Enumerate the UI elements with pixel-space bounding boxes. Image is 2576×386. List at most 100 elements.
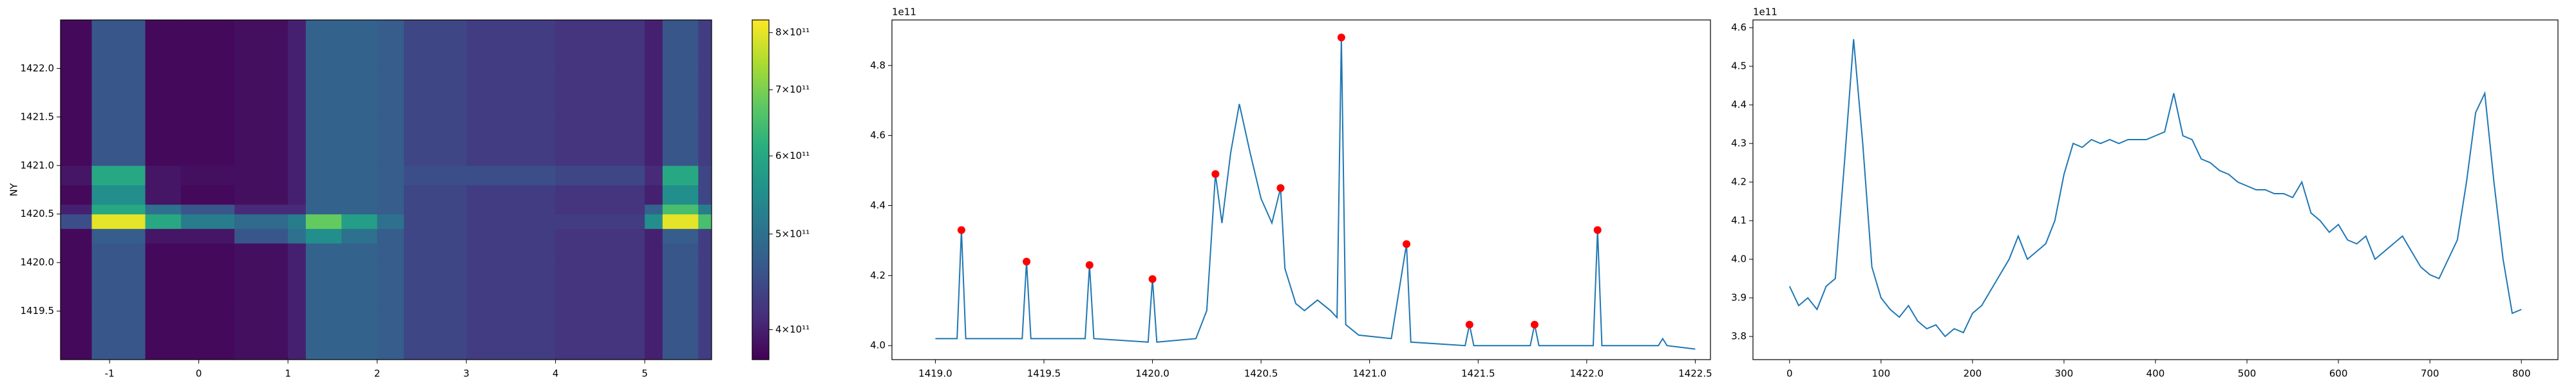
heatmap-cell xyxy=(341,243,378,263)
x-tick-label: 0 xyxy=(1786,368,1793,380)
heatmap-cell xyxy=(61,311,92,360)
colorbar-tick-label: 8×10¹¹ xyxy=(775,26,810,38)
heatmap-cell xyxy=(234,116,289,166)
x-tick-label: 1422.0 xyxy=(1570,368,1604,380)
heatmap-cell xyxy=(91,185,146,205)
x-tick-label: 600 xyxy=(2329,368,2348,380)
heatmap-cell xyxy=(698,165,712,185)
heatmap-cell xyxy=(305,243,342,263)
heatmap-cell xyxy=(404,243,467,263)
x-tick-label: 800 xyxy=(2512,368,2531,380)
heatmap-cell xyxy=(305,311,342,360)
heatmap-cell xyxy=(377,228,404,244)
y-tick-label: 4.4 xyxy=(870,199,886,211)
heatmap-cell xyxy=(341,214,378,229)
peak-marker xyxy=(957,226,965,234)
heatmap-cell xyxy=(466,243,556,263)
heatmap-cell xyxy=(91,204,146,215)
heatmap-cell xyxy=(145,228,182,244)
x-tick-label: 1420.0 xyxy=(1135,368,1170,380)
heatmap-cell xyxy=(61,165,92,185)
heatmap-cell xyxy=(288,68,307,118)
heatmap-cell xyxy=(341,311,378,360)
heatmap-cell xyxy=(555,20,645,69)
heatmap-cell xyxy=(180,311,235,360)
y-tick-label: 4.5 xyxy=(1731,60,1747,72)
heatmap-cell xyxy=(305,165,342,185)
heatmap-cell xyxy=(145,243,182,263)
heatmap-cell xyxy=(145,214,182,229)
heatmap-cell xyxy=(698,243,712,263)
heatmap-cell xyxy=(698,68,712,118)
heatmap-cell xyxy=(466,116,556,166)
axes-frame xyxy=(60,19,712,360)
heatmap-cell xyxy=(645,243,663,263)
y-tick-label: 4.3 xyxy=(1731,138,1747,149)
heatmap-cell xyxy=(288,262,307,312)
x-tick-label: 3 xyxy=(463,368,469,380)
heatmap-cell xyxy=(466,20,556,69)
heatmap-cell xyxy=(61,214,92,229)
heatmap-cell xyxy=(698,20,712,69)
x-tick-label: 700 xyxy=(2421,368,2439,380)
heatmap-cell xyxy=(91,228,146,244)
heatmap-cell xyxy=(645,228,663,244)
x-tick-label: 300 xyxy=(2055,368,2074,380)
heatmap-cell xyxy=(466,311,556,360)
heatmap-cell xyxy=(341,262,378,312)
heatmap-cell xyxy=(288,185,307,205)
y-axis-label: NY xyxy=(8,183,20,196)
y-tick-label: 4.2 xyxy=(870,270,886,281)
heatmap-cell xyxy=(234,165,289,185)
heatmap-cell xyxy=(466,68,556,118)
heatmap-cell xyxy=(555,214,645,229)
x-tick-label: 1421.5 xyxy=(1461,368,1495,380)
heatmap-cell xyxy=(377,214,404,229)
colorbar xyxy=(752,20,769,360)
peak-marker xyxy=(1276,184,1285,192)
heatmap-cell xyxy=(466,165,556,185)
y-tick-label: 1422.0 xyxy=(21,62,55,74)
heatmap-cell xyxy=(180,185,235,205)
heatmap-cell xyxy=(91,243,146,263)
colorbar-tick-label: 6×10¹¹ xyxy=(775,150,810,161)
line-series xyxy=(1788,39,2522,338)
heatmap-cell xyxy=(555,185,645,205)
heatmap-cell xyxy=(180,68,235,118)
y-tick-label: 4.8 xyxy=(870,59,886,71)
plots: NY 4×10¹¹ 5×10¹¹ 6×10¹¹ 7×10¹¹ 8×10¹¹ -1 0 1 2 3 4 5… xyxy=(8,6,2559,380)
heatmap-cell xyxy=(145,20,182,69)
heatmap-cell xyxy=(698,185,712,205)
heatmap-cell xyxy=(61,204,92,215)
heatmap-cell xyxy=(288,204,307,215)
heatmap-cell xyxy=(145,311,182,360)
y-tick-label: 3.9 xyxy=(1731,292,1747,304)
x-tick-label: 1 xyxy=(285,368,291,380)
heatmap-cell xyxy=(145,204,182,215)
heatmap-cell xyxy=(234,214,289,229)
offset-label: 1e11 xyxy=(892,6,916,18)
heatmap-cell xyxy=(341,165,378,185)
heatmap-cell xyxy=(180,116,235,166)
heatmap-cell xyxy=(61,185,92,205)
heatmap-cell xyxy=(305,185,342,205)
heatmap-cell xyxy=(645,20,663,69)
heatmap-cell xyxy=(145,165,182,185)
x-tick-label: 400 xyxy=(2146,368,2165,380)
heatmap-cell xyxy=(288,20,307,69)
heatmap-cell xyxy=(305,68,342,118)
heatmap-cell xyxy=(91,68,146,118)
heatmap-cell xyxy=(61,68,92,118)
y-tick-label: 1419.5 xyxy=(21,305,55,317)
x-tick-label: 1421.0 xyxy=(1352,368,1387,380)
x-tick-label: 1419.5 xyxy=(1027,368,1061,380)
heatmap-cell xyxy=(645,262,663,312)
x-tick-label: 1420.5 xyxy=(1244,368,1278,380)
heatmap-cell xyxy=(662,116,699,166)
peak-marker xyxy=(1530,320,1539,329)
heatmap-cell xyxy=(645,204,663,215)
x-tick-label: 100 xyxy=(1872,368,1891,380)
y-tick-label: 4.0 xyxy=(870,340,886,351)
y-tick-label: 4.6 xyxy=(870,129,886,141)
